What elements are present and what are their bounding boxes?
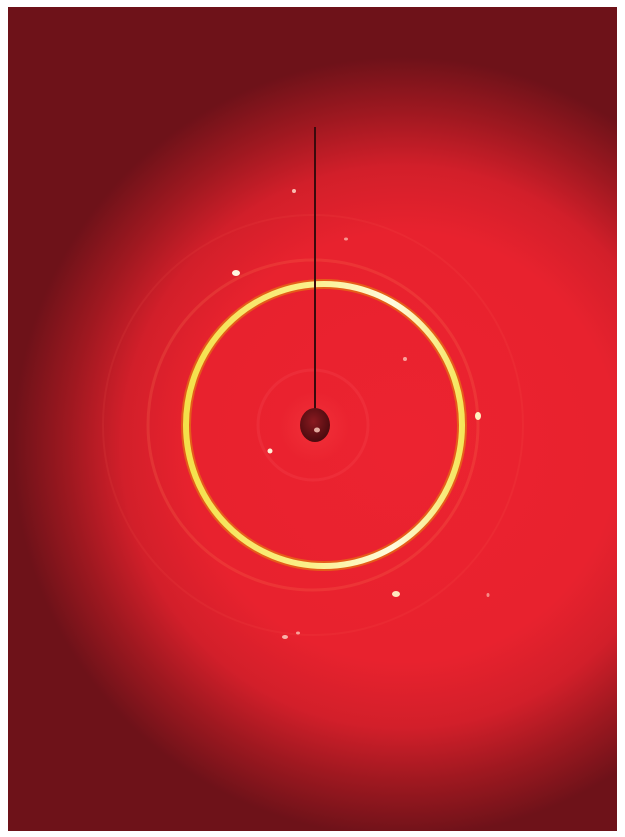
bragg-spot [344,237,348,241]
main-ring [183,281,465,569]
bragg-spot [475,412,481,420]
beamstop-reflection [314,427,320,433]
bragg-spot [392,591,400,597]
bragg-spot [403,357,407,361]
bragg-spot [296,631,300,635]
diffraction-image [8,7,617,831]
bragg-spot [486,593,490,597]
bragg-spot [267,448,273,454]
inner-ring [256,368,370,482]
bragg-spot [282,635,288,639]
outer-ring-1 [146,258,480,592]
diffraction-overlay [102,127,524,639]
bragg-spot [292,189,296,193]
beamstop-disk [300,408,330,442]
bragg-spot [232,270,240,276]
outer-ring-2 [102,214,524,636]
